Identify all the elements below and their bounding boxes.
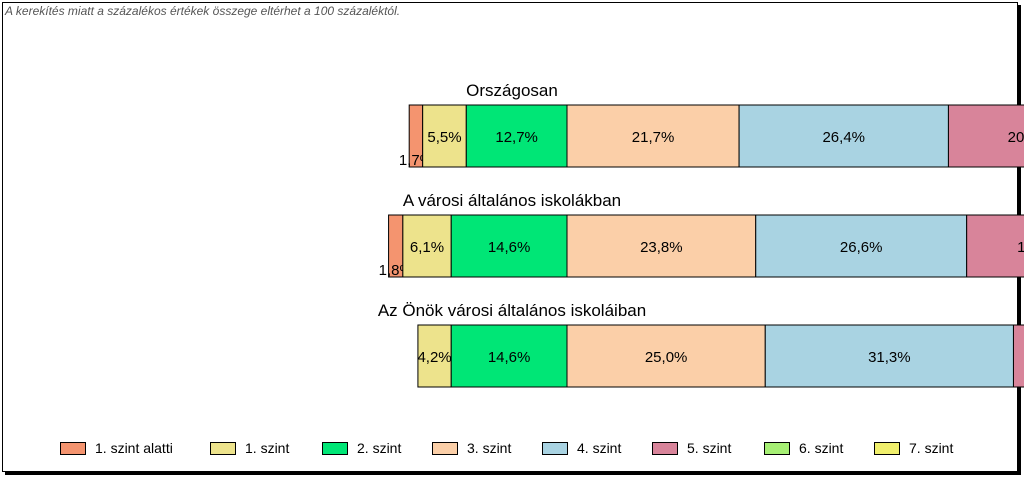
data-label: 5,5% xyxy=(427,129,461,146)
data-label: 31,3% xyxy=(868,349,911,366)
legend-swatch xyxy=(652,441,678,455)
row-title: A városi általános iskolákban xyxy=(403,191,621,210)
legend-item: 6. szint xyxy=(764,440,874,456)
legend-label: 7. szint xyxy=(909,440,954,456)
bar-segment xyxy=(450,324,568,388)
data-label: 18,1% xyxy=(1017,239,1024,256)
bar-segment xyxy=(738,104,949,168)
legend-label: 6. szint xyxy=(799,440,844,456)
legend-swatch xyxy=(874,441,900,455)
row-title: Az Önök városi általános iskoláiban xyxy=(378,301,646,320)
data-label: 6,1% xyxy=(410,239,444,256)
legend-label: 4. szint xyxy=(577,440,622,456)
legend-label: 1. szint alatti xyxy=(95,440,173,456)
legend-item: 3. szint xyxy=(432,440,542,456)
data-label: 4,2% xyxy=(417,349,451,366)
bar-segment xyxy=(755,214,968,278)
data-label: 14,6% xyxy=(488,239,531,256)
data-label: 26,6% xyxy=(840,239,883,256)
bar-segment xyxy=(947,104,1024,168)
row-title: Országosan xyxy=(466,81,558,100)
bar-segment xyxy=(417,324,452,388)
bar-segment xyxy=(764,324,1014,388)
legend-item: 1. szint xyxy=(210,440,322,456)
legend-item: 5. szint xyxy=(652,440,764,456)
legend-label: 1. szint xyxy=(245,440,290,456)
data-label: 26,4% xyxy=(822,129,865,146)
data-label: 21,7% xyxy=(632,129,675,146)
data-label: 23,8% xyxy=(640,239,683,256)
legend-item: 2. szint xyxy=(322,440,432,456)
legend: 1. szint alatti 1. szint 2. szint 3. szint 4… xyxy=(60,440,984,456)
legend-item: 7. szint xyxy=(874,440,984,456)
legend-label: 2. szint xyxy=(357,440,402,456)
data-label: 14,6% xyxy=(488,349,531,366)
legend-item: 1. szint alatti xyxy=(60,440,210,456)
data-label: 12,7% xyxy=(495,129,538,146)
data-label: 20,3% xyxy=(1008,129,1024,146)
bar-segment xyxy=(465,104,568,168)
legend-swatch xyxy=(542,441,568,455)
legend-swatch xyxy=(322,441,348,455)
legend-item: 4. szint xyxy=(542,440,652,456)
bar-segment xyxy=(966,214,1024,278)
legend-swatch xyxy=(432,441,458,455)
legend-swatch xyxy=(764,441,790,455)
bar-segment xyxy=(566,324,766,388)
legend-swatch xyxy=(210,441,236,455)
rounding-note: A kerekítés miatt a százalékos értékek ö… xyxy=(5,4,401,18)
bar-segment xyxy=(402,214,452,278)
legend-label: 3. szint xyxy=(467,440,512,456)
legend-swatch xyxy=(60,441,86,455)
bar-segment xyxy=(450,214,568,278)
bar-segment xyxy=(1012,324,1024,388)
data-label: 25,0% xyxy=(645,349,688,366)
bar-segment xyxy=(566,214,757,278)
legend-label: 5. szint xyxy=(687,440,732,456)
stacked-bar-chart: Országosan1,7%5,5%12,7%21,7%26,4%20,3%9,… xyxy=(378,81,1024,388)
bar-segment xyxy=(422,104,467,168)
